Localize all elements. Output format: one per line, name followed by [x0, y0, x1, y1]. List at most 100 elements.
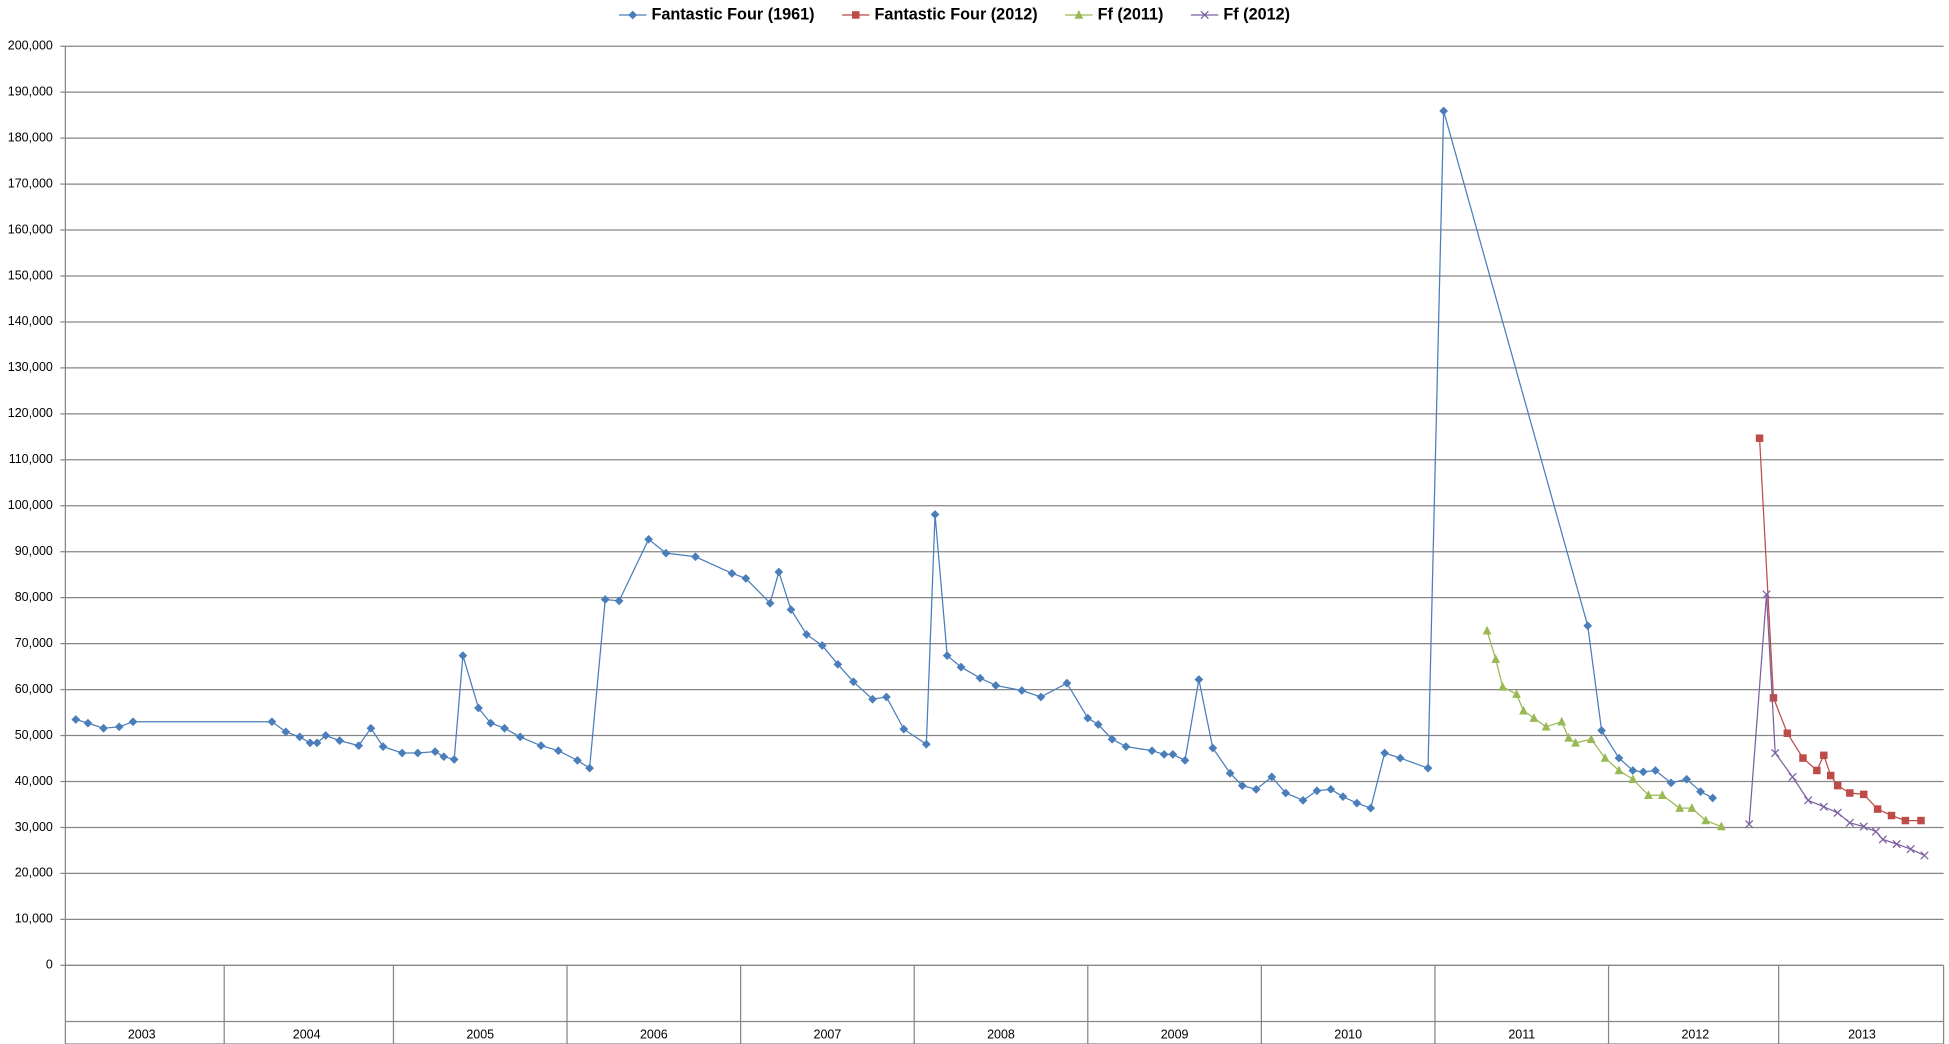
- y-tick-label: 80,000: [15, 590, 53, 604]
- point: [1687, 803, 1697, 812]
- point: [1682, 774, 1692, 784]
- point: [1586, 734, 1596, 743]
- point: [1717, 821, 1726, 831]
- x-tick-label: 2010: [1334, 1028, 1362, 1042]
- point: [430, 747, 440, 757]
- point: [1529, 713, 1539, 722]
- x-tick-label: 2006: [640, 1028, 668, 1042]
- point: [1878, 835, 1888, 844]
- point: [1036, 692, 1046, 702]
- legend: Fantastic Four (1961) Fantastic Four (201…: [618, 5, 1290, 23]
- point: [1366, 803, 1376, 813]
- point: [1168, 750, 1178, 759]
- point: [727, 568, 737, 578]
- legend-text: Fantastic Four (2012): [875, 5, 1038, 23]
- x-tick-label: 2005: [466, 1028, 494, 1042]
- point: [474, 703, 483, 713]
- point: [1873, 805, 1882, 813]
- point: [1564, 732, 1573, 742]
- y-tick-label: 90,000: [15, 544, 53, 558]
- point: [335, 736, 345, 745]
- point: [1819, 802, 1828, 811]
- point: [1859, 790, 1868, 799]
- point: [83, 718, 93, 728]
- point: [930, 510, 940, 519]
- point: [1771, 748, 1780, 758]
- point: [833, 659, 843, 669]
- point: [99, 723, 108, 733]
- point: [458, 651, 468, 660]
- point: [614, 596, 624, 606]
- y-tick-label: 0: [46, 958, 53, 972]
- point: [691, 552, 700, 562]
- point: [1600, 753, 1610, 762]
- y-tick-label: 30,000: [15, 820, 53, 834]
- point: [1352, 798, 1362, 808]
- point: [1657, 790, 1667, 800]
- point: [849, 677, 858, 687]
- point: [1846, 789, 1854, 797]
- point: [1906, 844, 1915, 854]
- point: [1237, 781, 1247, 791]
- point: [1083, 713, 1093, 723]
- point: [1395, 753, 1405, 763]
- point: [553, 746, 563, 756]
- point: [1557, 716, 1567, 726]
- point: [1281, 788, 1291, 798]
- point: [1628, 774, 1638, 783]
- point: [1887, 811, 1896, 820]
- y-tick-label: 50,000: [15, 728, 53, 742]
- x-tick-label: 2009: [1161, 1028, 1189, 1042]
- point: [1541, 721, 1551, 731]
- x-tick-label: 2004: [293, 1028, 321, 1042]
- point: [1482, 625, 1492, 635]
- y-tick-label: 160,000: [8, 222, 53, 236]
- point: [1708, 793, 1718, 803]
- y-tick-label: 110,000: [9, 452, 53, 466]
- point: [515, 732, 525, 742]
- point: [449, 755, 459, 764]
- point: [1826, 771, 1835, 780]
- point: [1093, 720, 1103, 729]
- point: [774, 567, 784, 577]
- point: [354, 741, 364, 751]
- point: [1799, 754, 1807, 762]
- point: [1833, 808, 1842, 817]
- point: [1491, 654, 1501, 664]
- point: [1845, 818, 1855, 828]
- legend-text: Fantastic Four (1961): [651, 5, 814, 23]
- point: [956, 662, 966, 672]
- point: [1326, 784, 1336, 794]
- point: [1380, 748, 1389, 758]
- point: [786, 605, 796, 614]
- point: [1312, 786, 1322, 796]
- legend-marker: [1074, 9, 1084, 19]
- point: [1651, 766, 1660, 775]
- point: [1017, 686, 1027, 695]
- point: [1628, 766, 1638, 775]
- point: [267, 717, 277, 727]
- point: [882, 692, 891, 702]
- point: [921, 739, 931, 749]
- point: [1859, 822, 1868, 831]
- point: [1180, 755, 1190, 765]
- y-tick-label: 190,000: [8, 84, 53, 98]
- point: [1267, 772, 1277, 782]
- point: [1614, 753, 1624, 763]
- y-tick-label: 10,000: [15, 912, 53, 926]
- point: [644, 534, 653, 544]
- point: [1920, 851, 1929, 860]
- y-tick-label: 20,000: [15, 866, 53, 880]
- point: [1769, 694, 1778, 702]
- x-tick-label: 2012: [1681, 1028, 1709, 1042]
- y-tick-label: 180,000: [8, 130, 53, 144]
- legend-item: Ff (2011): [1065, 5, 1163, 23]
- point: [500, 723, 509, 733]
- point: [366, 723, 376, 733]
- point: [1225, 768, 1235, 778]
- point: [1423, 763, 1433, 773]
- point: [1159, 750, 1169, 759]
- point: [1762, 590, 1771, 599]
- y-tick-label: 100,000: [8, 498, 53, 512]
